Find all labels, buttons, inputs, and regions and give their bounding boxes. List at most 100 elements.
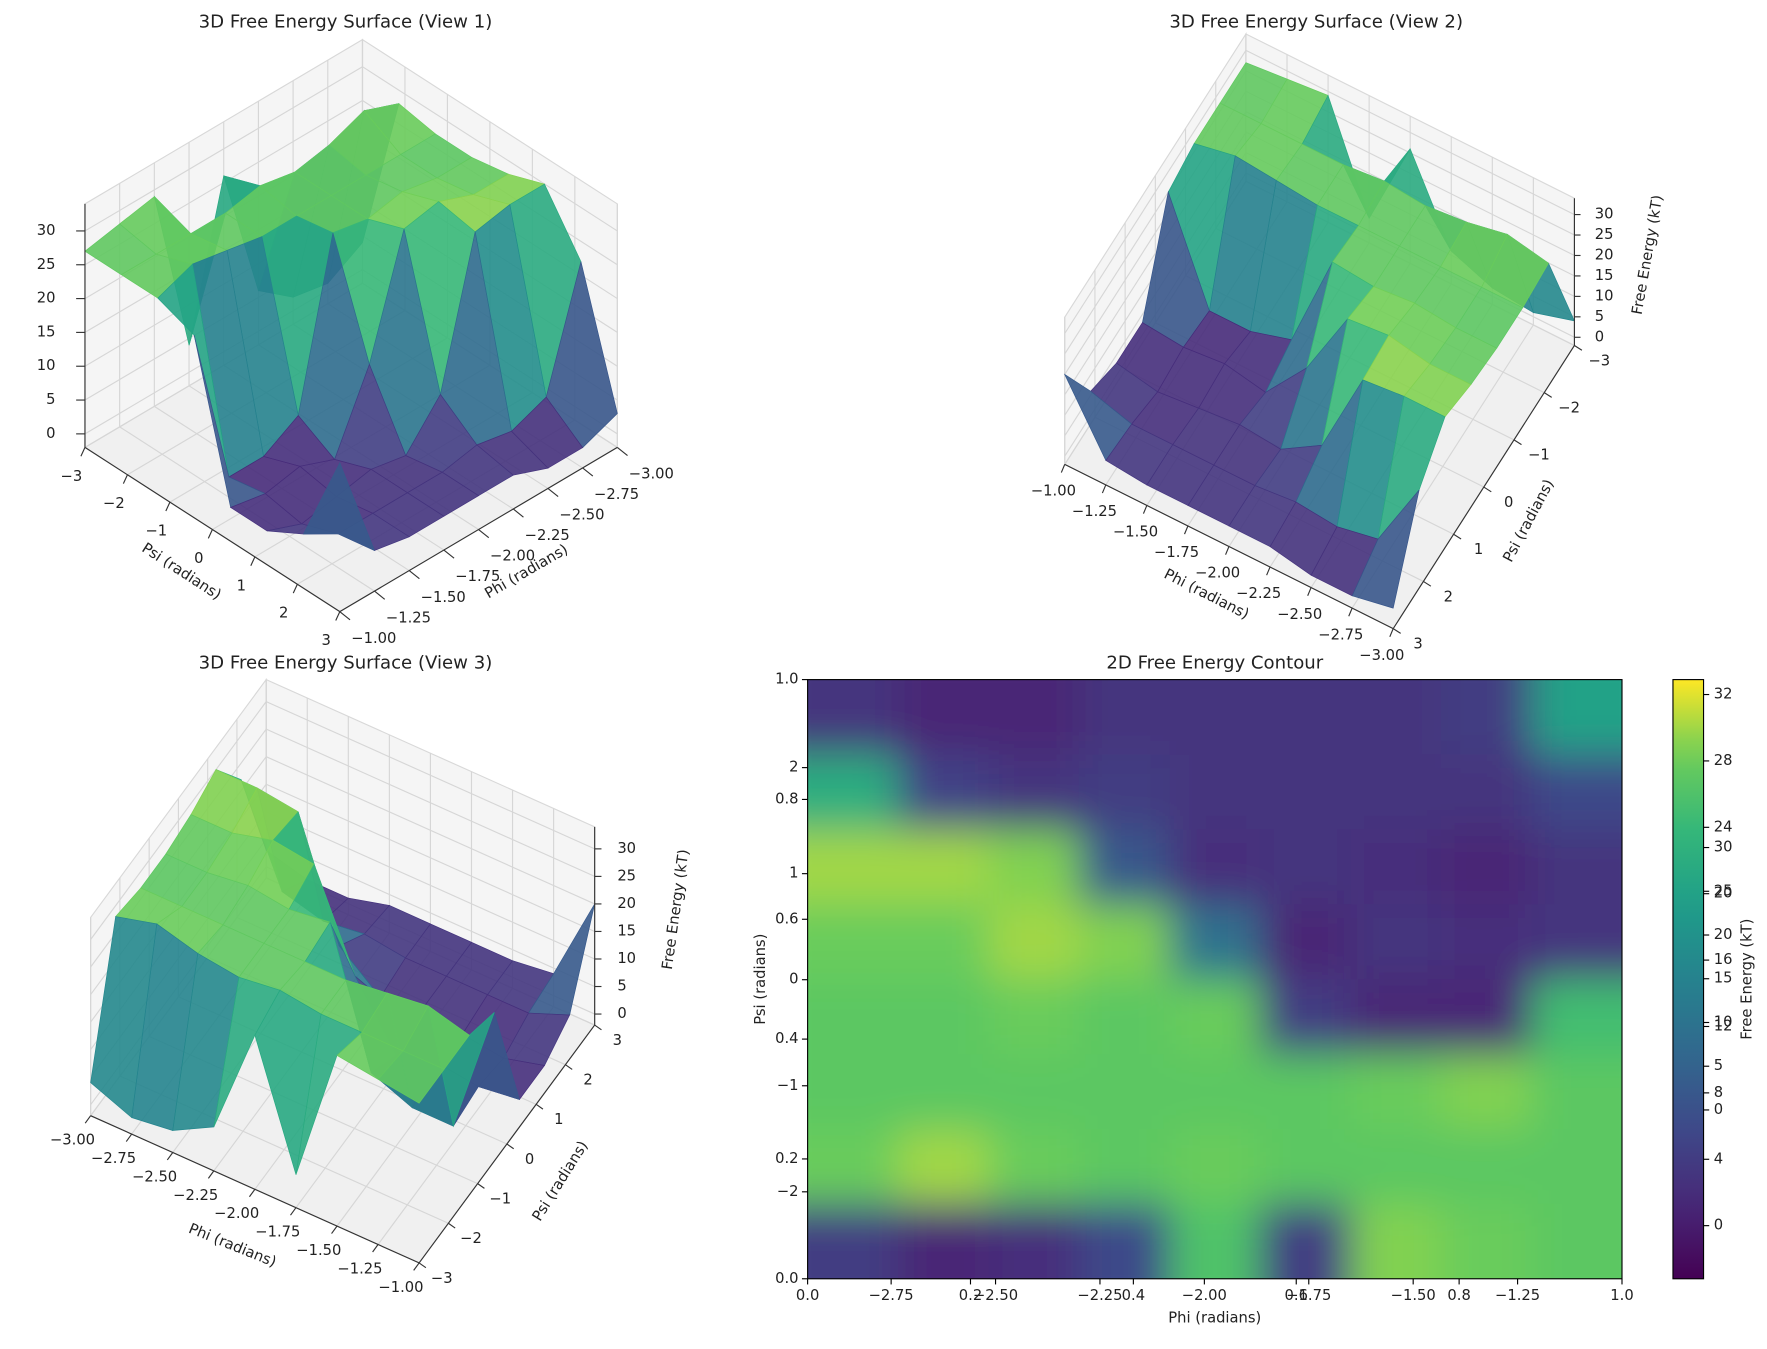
y-axis-label: Psi (radians) — [1500, 477, 1558, 565]
tick-mark — [290, 1207, 297, 1216]
x-tick-label: −1.75 — [1154, 544, 1199, 561]
contour-cell — [1260, 1054, 1352, 1130]
z-tick-label: 25 — [617, 867, 636, 884]
contour-cell — [898, 829, 990, 905]
contour-cell — [1169, 904, 1261, 980]
y-tick-label: 0 — [789, 971, 798, 988]
z-tick-label: 5 — [46, 391, 55, 408]
tick-mark — [477, 1183, 485, 1189]
y-tick-label: −1 — [145, 523, 167, 540]
contour-cell — [1441, 1203, 1533, 1279]
z-tick-label: 15 — [37, 323, 56, 340]
x-tick-label: −1.00 — [378, 1279, 423, 1296]
tick-mark — [1101, 484, 1107, 494]
y-tick-label: 2 — [583, 1072, 592, 1089]
z-tick-label: 15 — [617, 922, 636, 939]
surface-patch — [377, 1050, 445, 1104]
y-tick-label: 1 — [554, 1111, 563, 1128]
x-tick-label: −2.50 — [1277, 606, 1322, 623]
tick-mark — [1423, 580, 1432, 587]
tick-mark — [1453, 533, 1462, 540]
tick-mark — [1483, 486, 1492, 493]
surface-panel: −3.00 −2.75 −2.50 −2.25 −2.00 −1.75 −1.50 −1.25… — [37, 12, 674, 649]
colorbar-tick-label: 8 — [1714, 1084, 1723, 1101]
z-tick-label: 30 — [1595, 206, 1614, 223]
contour-cell — [1350, 829, 1442, 905]
z-tick-label: 10 — [37, 357, 56, 374]
tick-mark — [535, 1103, 544, 1110]
x-tick-label: −1.50 — [1113, 524, 1158, 541]
x-tick-label: 0.0 — [796, 1287, 819, 1304]
tick-mark — [1142, 505, 1148, 514]
contour-cell — [988, 1128, 1080, 1205]
y-tick-label: −2 — [777, 1183, 799, 1200]
contour-cell — [988, 754, 1080, 830]
colorbar-tick-label: 0 — [1714, 1217, 1723, 1234]
y-tick-label: −2 — [1558, 400, 1580, 417]
contour-cell — [1169, 754, 1261, 830]
x-tick-label: −1.25 — [386, 609, 431, 626]
z-tick-label: 0 — [46, 425, 55, 442]
x-tick-label: −1.00 — [1031, 483, 1076, 500]
contour-cell — [898, 904, 990, 980]
contour-cell — [1260, 904, 1352, 980]
contour-cell — [1441, 754, 1533, 830]
surface-panel: −3.00 −2.75 −2.50 −2.25 −2.00 −1.75 −1.50 −1.25… — [1031, 12, 1667, 664]
z-axis-label: Free Energy (kT) — [1629, 194, 1667, 316]
colorbar-label: Free Energy (kT) — [1739, 919, 1756, 1040]
contour-cell — [988, 829, 1080, 905]
contour-cell — [898, 1054, 990, 1130]
contour-cell — [988, 1203, 1080, 1279]
contour-cell — [807, 1054, 899, 1130]
contour-cell — [1169, 1054, 1261, 1130]
contour-cell — [1169, 829, 1261, 905]
contour-cell — [1260, 679, 1352, 756]
x-tick-label: −1.50 — [1391, 1287, 1436, 1304]
grid-line — [265, 728, 595, 877]
x-axis-label: Phi (radians) — [1168, 1309, 1261, 1326]
tick-mark — [1574, 344, 1583, 351]
tick-mark — [418, 1262, 427, 1269]
contour-cell — [988, 979, 1080, 1055]
tick-mark — [1513, 439, 1522, 446]
y-tick-label: −1 — [777, 1077, 799, 1094]
tick-mark — [547, 488, 559, 498]
tick-mark — [331, 1225, 338, 1234]
tick-mark — [372, 1244, 379, 1253]
y-tick-label: −2 — [460, 1230, 482, 1247]
surface-patch — [302, 461, 376, 552]
tick-mark — [478, 529, 490, 539]
y-tick-label: 0 — [194, 550, 203, 567]
x-tick-label: −2.00 — [490, 548, 535, 565]
contour-cell — [1531, 979, 1622, 1055]
tick-mark — [1392, 628, 1401, 634]
contour-cell — [1441, 979, 1533, 1055]
x-tick-label: −3.00 — [1359, 647, 1404, 664]
contour-cell — [988, 1054, 1080, 1130]
x-tick-label: −2.75 — [594, 486, 639, 503]
tick-mark — [1307, 587, 1312, 596]
contour-cell — [1169, 1203, 1261, 1279]
tick-mark — [166, 1152, 174, 1161]
y-tick-label: 1 — [789, 865, 798, 882]
x-tick-label: −2.00 — [1195, 565, 1240, 582]
x-tick-label: 1.0 — [1610, 1287, 1633, 1304]
colorbar-tick-label: 10 — [1714, 1013, 1733, 1030]
tick-mark — [1389, 628, 1394, 638]
grid-line — [90, 701, 267, 940]
x-tick-label: −2.50 — [559, 507, 604, 524]
tick-mark — [207, 529, 213, 539]
tick-mark — [207, 1170, 215, 1179]
contour-cell — [1531, 904, 1622, 980]
x-tick-label: −1.75 — [455, 568, 500, 585]
contour-cell — [1260, 979, 1352, 1055]
tick-mark — [1266, 566, 1271, 576]
x-tick-label: −2.50 — [132, 1168, 177, 1185]
chart-title: 3D Free Energy Surface (View 1) — [199, 12, 493, 33]
colorbar-tick-label: 20 — [1714, 926, 1733, 943]
contour-cell — [1441, 1054, 1533, 1130]
x-tick-label: −1.25 — [337, 1260, 382, 1277]
y-tick-label: −2 — [103, 495, 125, 512]
